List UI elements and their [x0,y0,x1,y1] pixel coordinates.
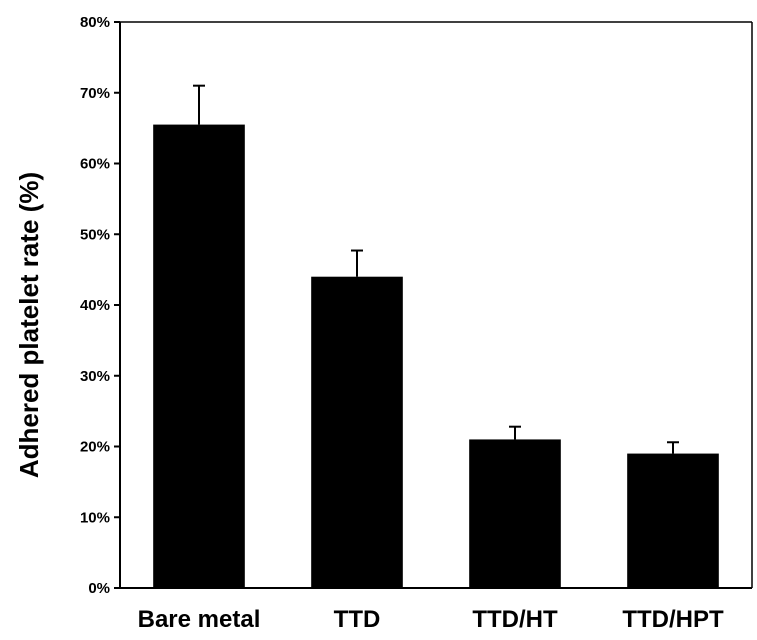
bar [627,453,719,588]
y-tick-label: 80% [80,14,110,31]
y-tick-label: 30% [80,368,110,385]
y-axis-title: Adhered platelet rate (%) [14,172,44,478]
y-tick-label: 0% [88,580,110,597]
x-axis-labels: Bare metal TTD TTD/HT TTD/HPT [138,606,724,633]
y-axis-ticks: 0% 10% 20% 30% 40% 50% 60% 70% 80% [80,14,120,597]
bar [469,439,561,588]
bar [311,276,403,588]
x-tick-label: Bare metal [138,606,261,633]
bars [153,124,719,589]
error-bars [193,84,679,454]
y-tick-label: 10% [80,509,110,526]
x-tick-label: TTD/HT [472,606,558,633]
x-tick-label: TTD/HPT [622,606,724,633]
y-tick-label: 40% [80,297,110,314]
y-tick-label: 50% [80,226,110,243]
y-tick-label: 20% [80,439,110,456]
y-tick-label: 70% [80,85,110,102]
bar [153,124,245,589]
x-tick-label: TTD [334,606,381,633]
y-tick-label: 60% [80,156,110,173]
